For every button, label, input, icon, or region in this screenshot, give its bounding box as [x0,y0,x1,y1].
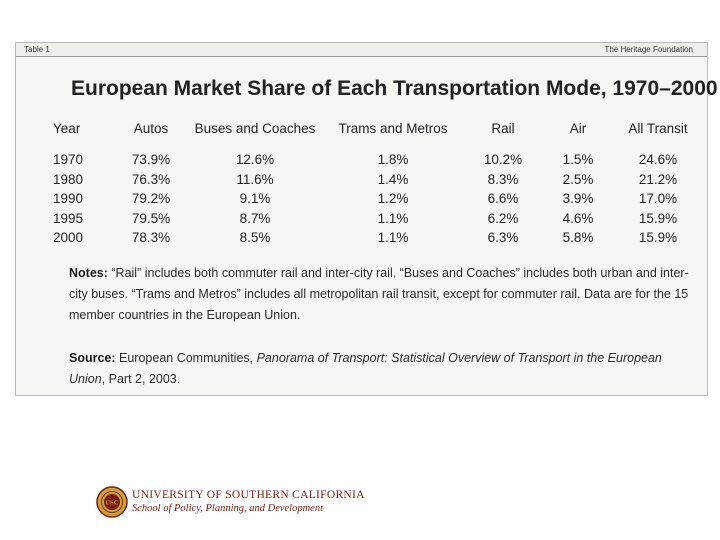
trams-metros-cell: 1.8% [377,152,409,168]
column-header: All Transit [628,121,688,136]
trams-metros-cell: 1.1% [377,210,409,226]
year-cell: 1990 [53,191,84,207]
source-organization-label: The Heritage Foundation [604,45,694,54]
notes-label: Notes: [69,266,108,280]
autos-cell: 79.2% [131,191,171,207]
column-header: Rail [491,121,515,136]
rail-cell: 6.3% [487,230,519,246]
usc-seal-icon: USC [96,486,128,518]
buses-coaches-cell: 8.5% [239,230,271,246]
trams-metros-cell: 1.1% [377,230,409,246]
rail-cell: 6.6% [487,191,519,207]
buses-coaches-cell: 11.6% [236,171,274,187]
scanned-table-figure: Table 1 The Heritage Foundation European… [15,42,718,396]
all-transit-cell: 21.2% [638,171,678,187]
year-cell: 1995 [53,210,84,226]
table-row: 1970 73.9% 12.6% 1.8% 10.2% 1.5% 24.6% [53,150,703,170]
column-header: Air [569,121,587,136]
figure-header-bar: Table 1 The Heritage Foundation [16,43,707,57]
market-share-table: Year Autos Buses and Coaches Trams and M… [53,121,703,248]
column-header: Trams and Metros [338,121,448,136]
table-body: 1970 73.9% 12.6% 1.8% 10.2% 1.5% 24.6% 1980 76.3… [53,150,703,248]
seal-lettering: USC [105,500,118,507]
rail-cell: 6.2% [487,210,519,226]
table-title: European Market Share of Each Transporta… [71,77,718,100]
source-label: Source: [69,351,116,365]
buses-coaches-cell: 9.1% [239,191,271,207]
source-text: European Communities, [115,351,257,365]
table-row: 1980 76.3% 11.6% 1.4% 8.3% 2.5% 21.2% [53,170,703,190]
year-cell: 1980 [53,171,84,187]
buses-coaches-cell: 8.7% [239,210,271,226]
air-cell: 5.8% [562,230,594,246]
all-transit-cell: 24.6% [638,152,678,168]
table-source: Source: European Communities, Panorama o… [69,348,689,390]
table-row: 1990 79.2% 9.1% 1.2% 6.6% 3.9% 17.0% [53,189,703,209]
table-number-label: Table 1 [24,45,50,54]
table-notes: Notes: “Rail” includes both commuter rai… [69,263,689,326]
autos-cell: 78.3% [131,230,171,246]
air-cell: 4.6% [562,210,594,226]
air-cell: 2.5% [562,171,594,187]
rail-cell: 8.3% [487,171,519,187]
table-header-row: Year Autos Buses and Coaches Trams and M… [53,121,703,150]
all-transit-cell: 15.9% [638,210,678,226]
rail-cell: 10.2% [483,152,523,168]
all-transit-cell: 17.0% [638,191,678,207]
notes-text: “Rail” includes both commuter rail and i… [69,266,689,322]
air-cell: 3.9% [562,191,594,207]
source-text-end: , Part 2, 2003. [101,372,181,386]
autos-cell: 73.9% [131,152,171,168]
air-cell: 1.5% [562,152,594,168]
autos-cell: 79.5% [131,210,171,226]
year-cell: 2000 [53,230,84,246]
trams-metros-cell: 1.2% [377,191,409,207]
autos-cell: 76.3% [131,171,171,187]
trams-metros-cell: 1.4% [377,171,409,187]
column-header: Year [53,121,81,136]
table-row: 1995 79.5% 8.7% 1.1% 6.2% 4.6% 15.9% [53,209,703,229]
buses-coaches-cell: 12.6% [235,152,275,168]
university-name: UNIVERSITY OF SOUTHERN CALIFORNIA [132,489,365,501]
school-name: School of Policy, Planning, and Developm… [132,503,323,514]
column-header: Autos [133,121,169,136]
usc-footer-logo: USC UNIVERSITY OF SOUTHERN CALIFORNIA Sc… [96,486,396,520]
table-row: 2000 78.3% 8.5% 1.1% 6.3% 5.8% 15.9% [53,228,703,248]
year-cell: 1970 [53,152,84,168]
source-publication: Panorama of Transport: Statistical Overv… [69,351,662,386]
column-header: Buses and Coaches [194,121,316,136]
all-transit-cell: 15.9% [638,230,678,246]
